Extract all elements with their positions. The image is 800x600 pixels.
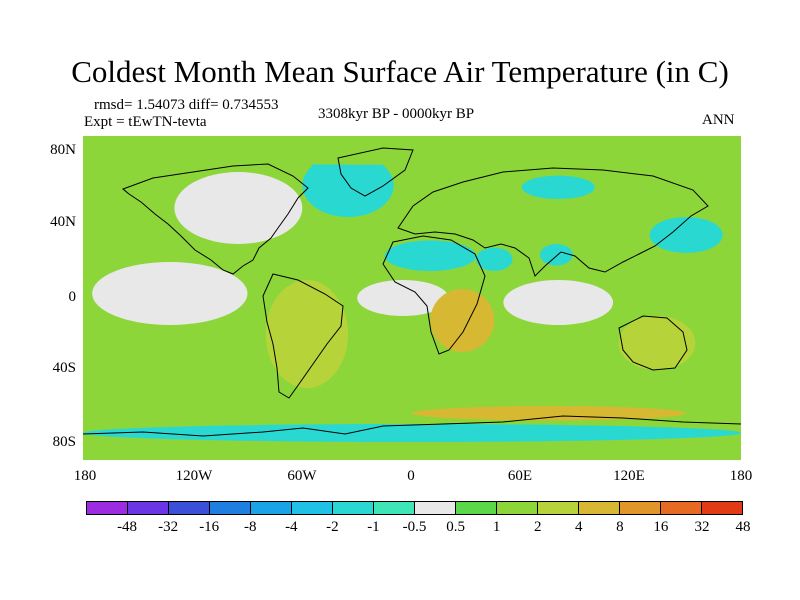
colorbar-swatch: [332, 501, 374, 515]
colorbar-label: 4: [575, 519, 583, 535]
colorbar-label: -16: [199, 519, 220, 535]
coastline-greenland: [337, 147, 414, 197]
colorbar-swatch: [414, 501, 456, 515]
region-arabia: [475, 247, 513, 271]
map-title: Coldest Month Mean Surface Air Temperatu…: [71, 54, 729, 89]
colorbar-label: 0.5: [446, 519, 465, 535]
lon-tick-label: 180: [729, 468, 753, 484]
colorbar-swatch: [250, 501, 292, 515]
coastlines: [83, 147, 741, 437]
region-australia: [618, 316, 696, 370]
colorbar-swatch: [86, 501, 128, 515]
coastline-africa: [382, 235, 486, 355]
colorbar-swatch: [127, 501, 169, 515]
colorbar-swatch: [455, 501, 497, 515]
lon-tick-label: 0: [407, 468, 415, 484]
colorbar-label: -1: [367, 519, 380, 535]
colorbar-swatch: [537, 501, 579, 515]
colorbar-swatch: [373, 501, 415, 515]
lon-tick-label: 60E: [507, 468, 533, 484]
colorbar-label: -0.5: [402, 519, 427, 535]
region-india: [539, 244, 573, 266]
region-southern-ocean-warm-band: [412, 406, 687, 421]
region-central-russia: [521, 175, 595, 199]
colorbar-swatch: [619, 501, 661, 515]
region-africa-south: [430, 289, 495, 352]
colorbar-label: -2: [326, 519, 339, 535]
region-tropical-indian-ocean: [503, 280, 614, 325]
colorbar-label: 16: [653, 519, 669, 535]
lat-tick-label: 0: [68, 289, 77, 305]
coastline-eurasia: [397, 167, 709, 277]
coastline-antarctica: [83, 415, 741, 437]
lon-tick-label: 120E: [613, 468, 645, 484]
region-arctic-ocean-margin: [83, 146, 741, 165]
period-label: 3308kyr BP - 0000kyr BP: [318, 106, 475, 122]
region-atlantic-tropics: [357, 280, 449, 316]
region-weddell-ross-ice: [83, 424, 741, 442]
coastline-australia: [618, 315, 688, 371]
colorbar-label: 48: [735, 519, 751, 535]
colorbar-swatch: [209, 501, 251, 515]
colorbar-swatch: [496, 501, 538, 515]
lat-tick-label: 40N: [50, 214, 76, 230]
colorbar-label: -8: [244, 519, 257, 535]
map-canvas: [83, 136, 741, 460]
lon-tick-label: 120W: [175, 468, 213, 484]
colorbar-label: 2: [533, 519, 542, 535]
colorbar-swatch: [578, 501, 620, 515]
region-north-africa-sahara: [384, 240, 476, 271]
lat-tick-label: 80S: [52, 434, 76, 450]
colorbar-swatch: [168, 501, 210, 515]
lat-tick-label: 40S: [52, 360, 76, 376]
colorbar-label: -4: [285, 519, 298, 535]
region-south-america: [265, 280, 349, 388]
anomaly-regions: [83, 146, 741, 442]
colorbar: [86, 501, 743, 515]
experiment-label: Expt = tEwTN-tevta: [84, 114, 207, 130]
colorbar-swatch: [701, 501, 743, 515]
temperature-map: [83, 136, 741, 460]
stats-label: rmsd= 1.54073 diff= 0.734553: [94, 97, 279, 113]
lat-tick-label: 80N: [50, 142, 76, 158]
lon-tick-label: 180: [73, 468, 97, 484]
colorbar-label: -48: [117, 519, 138, 535]
region-north-america: [174, 172, 303, 244]
coastline-south-america: [262, 273, 344, 399]
coastline-north-america: [122, 163, 309, 275]
region-eastern-pacific: [92, 262, 248, 325]
region-subtropical-south-pacific: [83, 325, 266, 379]
colorbar-label: 1: [492, 519, 501, 535]
colorbar-label: 32: [694, 519, 710, 535]
colorbar-swatch: [291, 501, 333, 515]
colorbar-label: 8: [616, 519, 624, 535]
colorbar-swatch: [660, 501, 702, 515]
colorbar-label: -32: [158, 519, 179, 535]
region-northwest-pacific: [649, 217, 723, 253]
season-label: ANN: [702, 112, 735, 128]
lon-tick-label: 60W: [287, 468, 317, 484]
